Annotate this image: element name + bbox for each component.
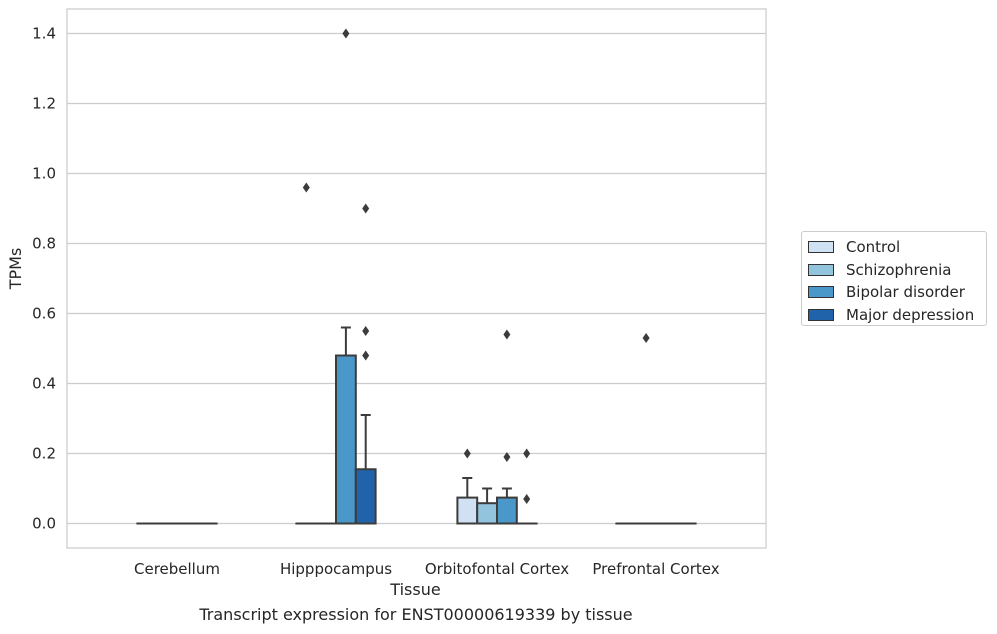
x-tick-label: Orbitofontal Cortex [425,560,569,578]
legend-item-control: Control [802,236,986,259]
legend-item-schizophrenia: Schizophrenia [802,259,986,282]
outlier-point [362,350,370,361]
bar [496,496,518,525]
bar [335,354,357,525]
y-tick-label: 0.4 [32,375,56,393]
legend-swatch-bipolar [808,286,834,299]
y-tick-label: 0.0 [32,515,56,533]
outlier-point [362,203,370,214]
y-tick-label: 1.2 [32,95,56,113]
bar [354,468,377,525]
plot-frame [66,8,767,549]
legend-swatch-schizophrenia [808,263,834,276]
outlier-point [523,448,531,459]
y-tick-label: 0.2 [32,445,56,463]
y-tick-label: 1.0 [32,165,56,183]
bar [456,496,479,525]
legend: Control Schizophrenia Bipolar disorder M… [801,231,987,326]
y-tick-label: 0.6 [32,305,56,323]
outlier-point [503,452,511,462]
y-axis: 0.0 0.2 0.4 0.6 0.8 1.0 1.2 1.4 [32,25,56,533]
legend-label-major-depression: Major depression [846,305,975,324]
chart-caption: Transcript expression for ENST0000061933… [199,605,633,624]
x-tick-label: Cerebellum [134,560,220,578]
bar [476,502,499,525]
outlier-point [642,333,650,343]
legend-swatch-major-depression [808,308,834,321]
legend-item-major-depression: Major depression [802,304,986,327]
outlier-point [342,28,350,39]
y-tick-label: 0.8 [32,235,56,253]
outlier-point [503,329,511,340]
x-axis-title: Tissue [389,580,440,599]
legend-label-bipolar: Bipolar disorder [846,283,965,302]
outlier-point [463,448,471,459]
plot-area [136,28,697,525]
legend-label-control: Control [846,238,901,257]
x-tick-label: Hipppocampus [280,560,392,578]
gridlines [67,32,766,525]
y-tick-label: 1.4 [32,25,56,43]
legend-swatch-control [808,241,834,254]
x-tick-label: Prefrontal Cortex [592,560,719,578]
outlier-point [523,494,531,504]
outlier-point [362,326,370,336]
outlier-point [302,182,310,193]
x-axis: Cerebellum Hipppocampus Orbitofontal Corte… [134,560,720,578]
y-axis-title: TPMs [6,248,25,291]
legend-item-bipolar: Bipolar disorder [802,281,986,304]
legend-label-schizophrenia: Schizophrenia [846,260,952,279]
